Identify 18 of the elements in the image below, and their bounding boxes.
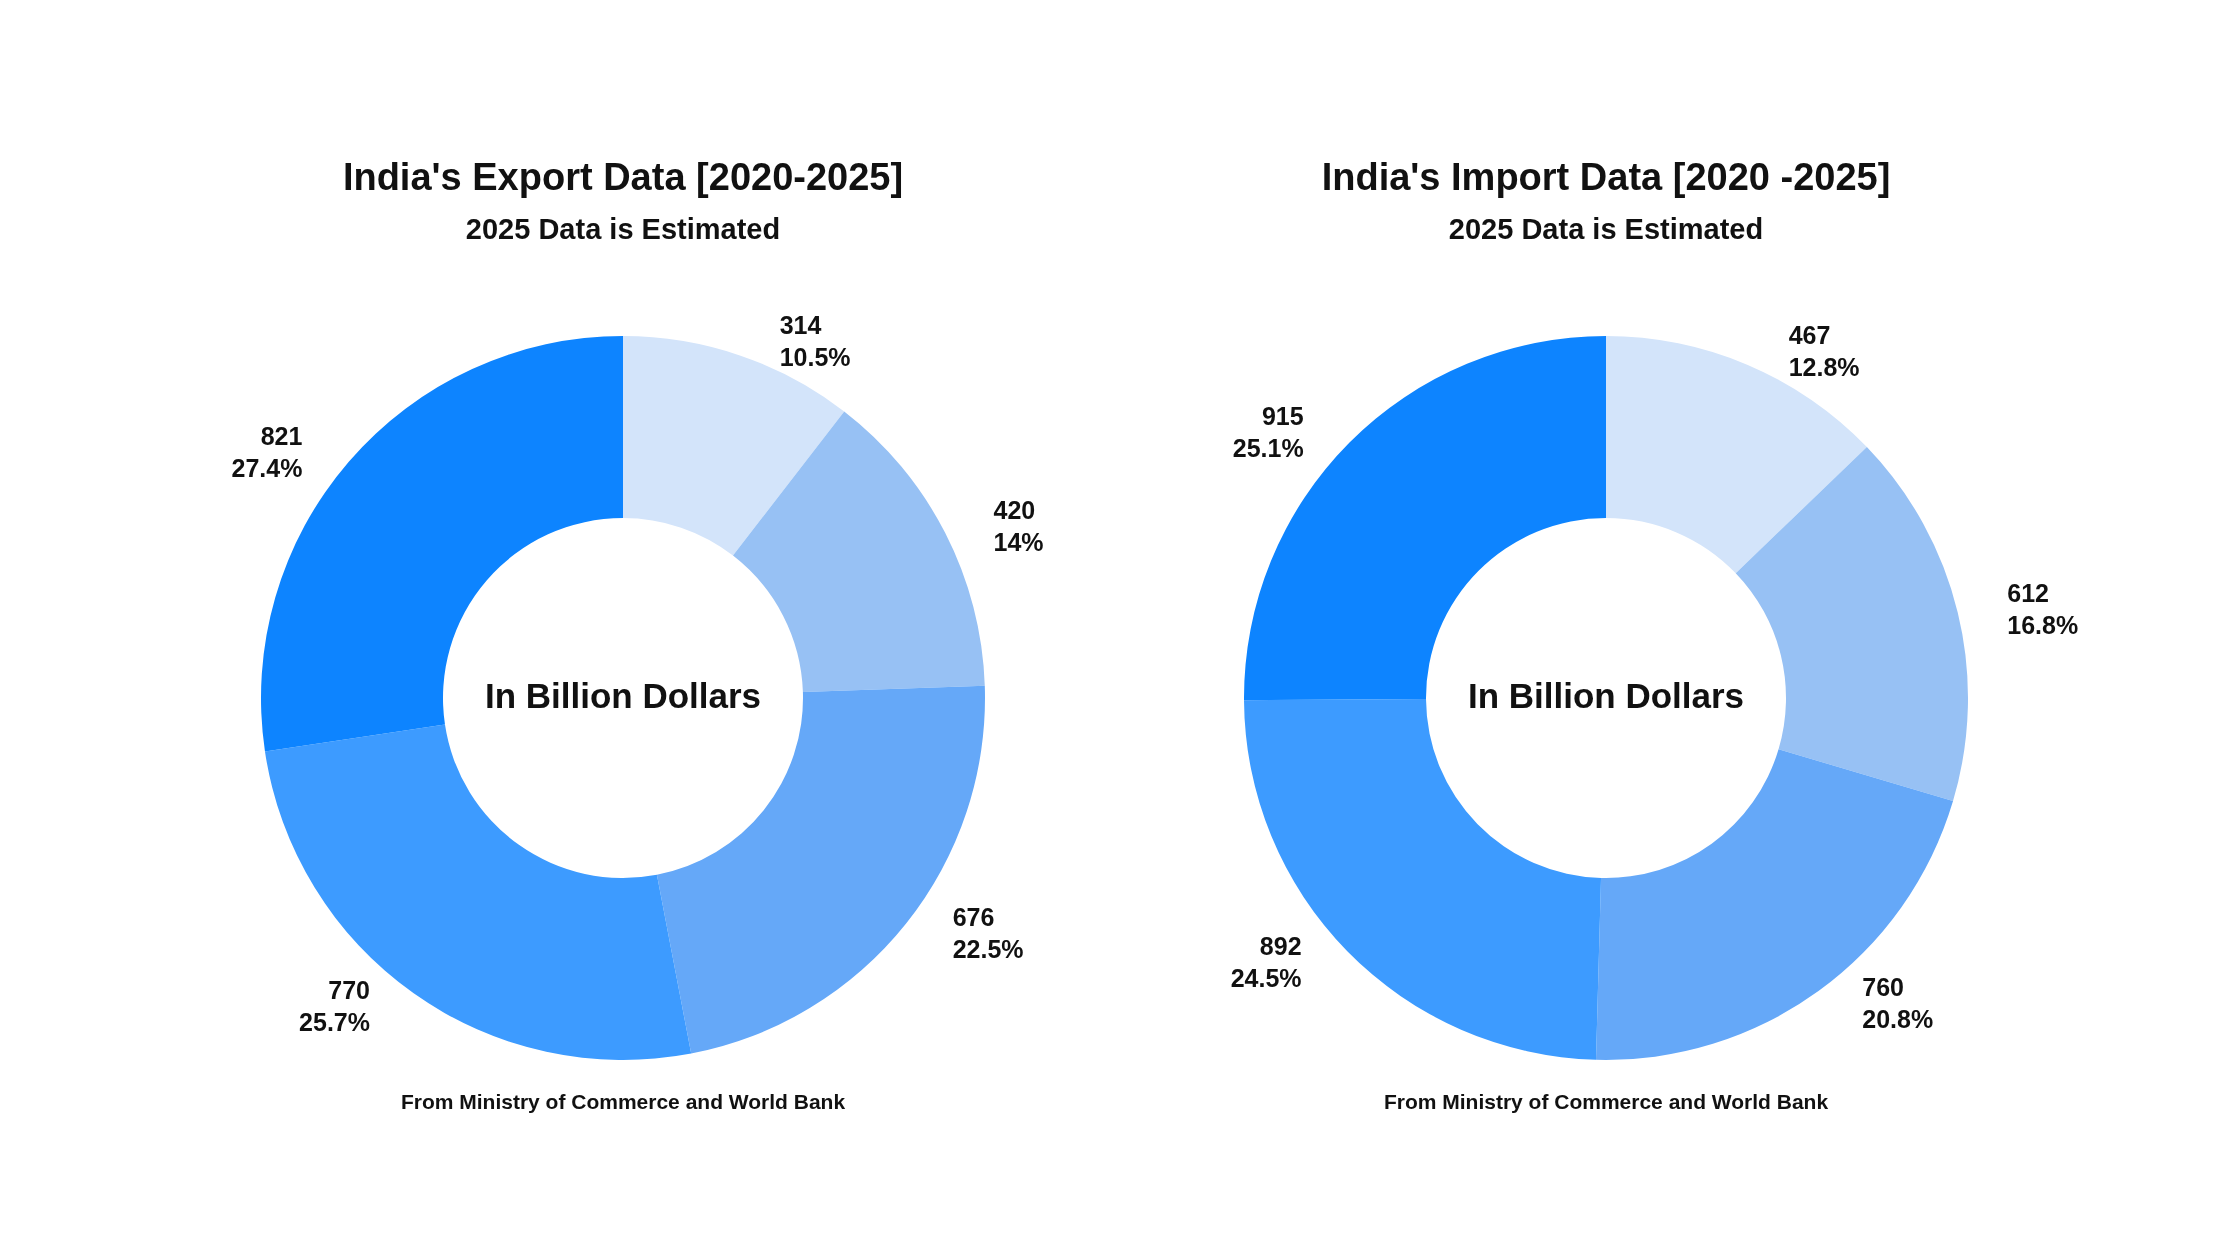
data-label: 467 12.8% [1788,321,1860,382]
data-label: 612 16.8% [2007,578,2079,639]
chart-title: India's Import Data [2020 -2025] [1321,156,1891,198]
text: In Billion Dollars [484,676,762,715]
chart-subtitle: 2025 Data is Estimated [1448,212,1764,245]
data-label: 770 25.7% [299,975,370,1036]
text: In Billion Dollars [1467,676,1745,715]
data-label: 760 20.8% [1862,973,1934,1034]
data-label: 915 25.1% [1232,402,1304,463]
chart-subtitle: 2025 Data is Estimated [465,212,781,245]
text: From Ministry of Commerce and World Bank [1383,1090,1829,1113]
chart-title: India's Export Data [2020-2025] [342,156,904,198]
data-label: 314 10.5% [779,311,851,372]
data-label: 821 27.4% [231,421,303,482]
data-label: 676 22.5% [952,903,1024,964]
data-label: 420 14% [993,496,1044,557]
text: From Ministry of Commerce and World Bank [400,1090,846,1113]
data-label: 892 24.5% [1230,931,1302,992]
